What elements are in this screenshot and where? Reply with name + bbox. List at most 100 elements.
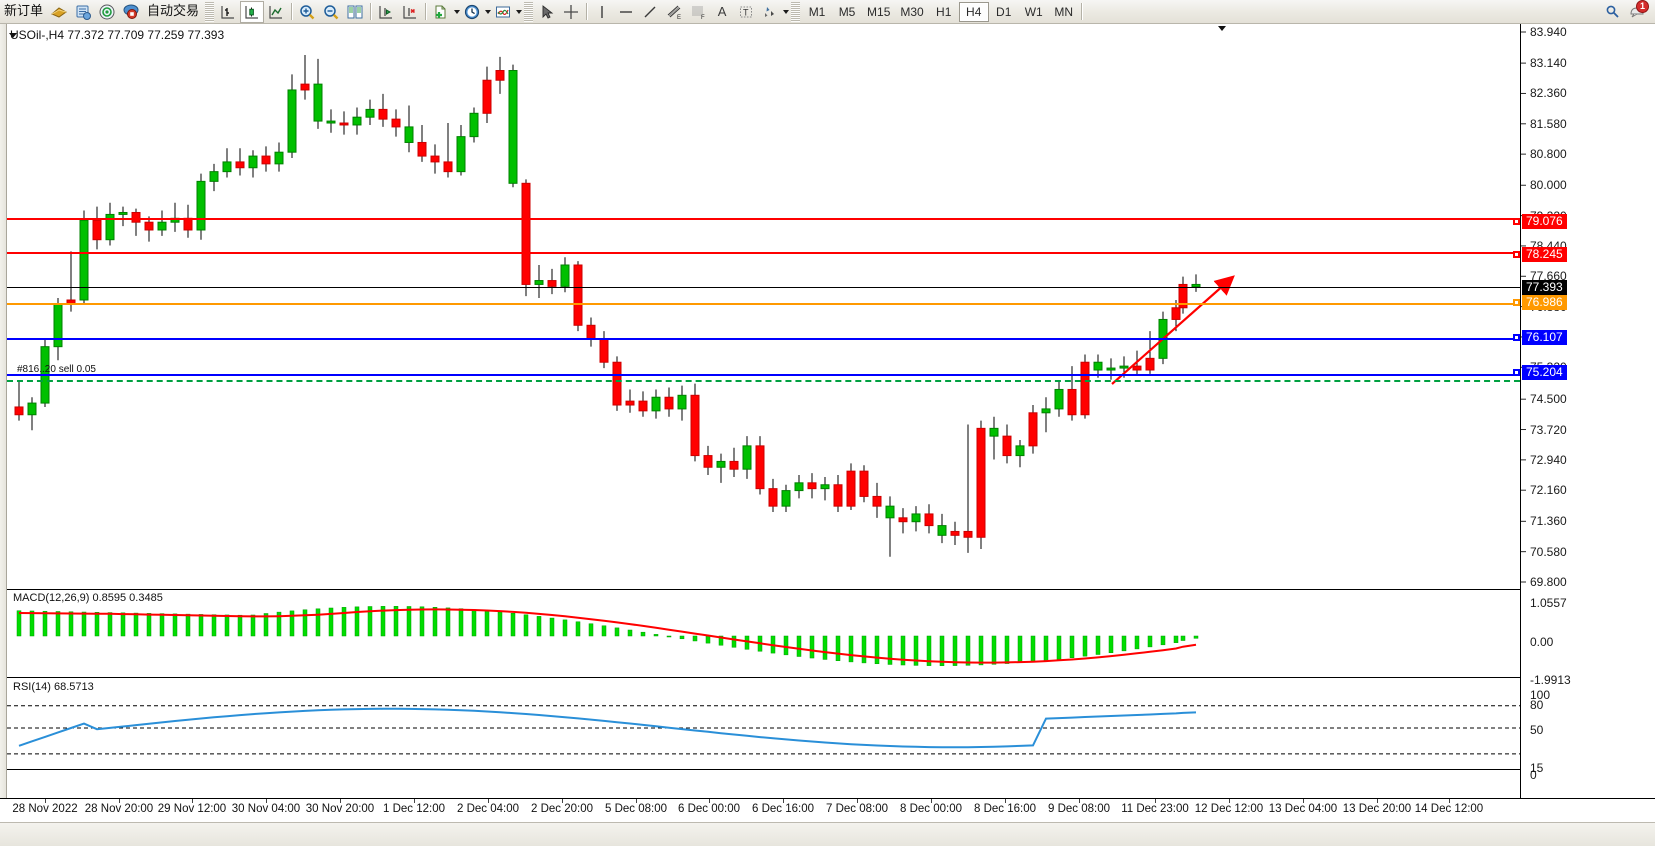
price-line-76986[interactable] — [7, 303, 1520, 305]
objects-icon[interactable] — [758, 1, 782, 23]
rsi-panel[interactable]: RSI(14) 68.5713 — [7, 679, 1520, 770]
timeframe-m1[interactable]: M1 — [808, 4, 826, 19]
price-tick-label: 81.580 — [1530, 116, 1567, 131]
toolbar-separator — [1079, 1, 1086, 23]
time-tick-mark — [1079, 799, 1080, 803]
time-tick-mark — [1155, 799, 1156, 803]
time-tick-label: 14 Dec 12:00 — [1414, 803, 1484, 815]
price-line-76107[interactable] — [7, 338, 1520, 340]
timeframe-h4[interactable]: H4 — [958, 1, 989, 22]
price-line-75204[interactable] — [7, 374, 1520, 376]
objects-dropdown-caret[interactable] — [783, 9, 790, 14]
fibonacci-icon[interactable]: F — [686, 1, 710, 23]
search-icon[interactable] — [1601, 1, 1625, 23]
time-tick-label: 1 Dec 12:00 — [382, 803, 446, 815]
price-tick-label: 69.800 — [1530, 575, 1567, 589]
terminal-icon[interactable] — [119, 1, 143, 23]
status-bar — [0, 822, 1655, 846]
time-tick-mark — [414, 799, 415, 803]
price-marker-76986[interactable]: 76.986 — [1522, 295, 1567, 311]
chart-left-scale-bar — [0, 24, 7, 798]
period-dropdown-caret[interactable] — [485, 9, 492, 14]
time-tick-mark — [1005, 799, 1006, 803]
price-line-anchor[interactable] — [1513, 250, 1520, 258]
timeframe-m5[interactable]: M5 — [838, 4, 856, 19]
alerts-icon[interactable]: 1 — [1625, 0, 1649, 23]
auto-trading-button[interactable]: 自动交易 — [147, 3, 200, 19]
timeframe-h1[interactable]: H1 — [936, 4, 952, 19]
crosshair-icon[interactable] — [559, 1, 583, 23]
timeframe-m30[interactable]: M30 — [900, 4, 924, 19]
vertical-line-icon[interactable] — [590, 1, 614, 23]
price-line-anchor[interactable] — [1513, 333, 1520, 341]
trendline-icon[interactable] — [638, 1, 662, 23]
price-marker-77393[interactable]: 77.393 — [1522, 279, 1567, 295]
time-tick-label: 2 Dec 04:00 — [456, 803, 520, 815]
rsi-tick-label: 15 — [1530, 761, 1544, 775]
price-line-78245[interactable] — [7, 252, 1520, 254]
timeframe-m15[interactable]: M15 — [867, 4, 891, 19]
chart-menu-caret-icon[interactable] — [9, 33, 17, 38]
zoom-in-icon[interactable] — [295, 1, 319, 23]
time-tick-label: 7 Dec 08:00 — [825, 803, 889, 815]
time-tick-label: 2 Dec 20:00 — [530, 803, 594, 815]
price-marker-79076[interactable]: 79.076 — [1522, 214, 1567, 230]
market-watch-icon[interactable] — [47, 1, 71, 23]
toolbar-grip[interactable] — [205, 1, 215, 22]
price-marker-78245[interactable]: 78.245 — [1522, 246, 1567, 262]
price-line-79076[interactable] — [7, 218, 1520, 220]
price-line-anchor[interactable] — [1513, 218, 1520, 226]
price-marker-76107[interactable]: 76.107 — [1522, 329, 1567, 345]
toolbar-separator — [288, 1, 295, 23]
toolbar-grip[interactable] — [524, 1, 534, 22]
toolbar-grip[interactable] — [791, 1, 801, 22]
trend-arrow-annotation[interactable] — [7, 24, 1520, 590]
price-tick-label: 72.940 — [1530, 452, 1567, 467]
indicator-caret-icon[interactable] — [1218, 26, 1226, 31]
new-order-button[interactable]: 新订单 — [4, 3, 44, 19]
price-line-anchor[interactable] — [1513, 299, 1520, 307]
price-line-anchor[interactable] — [1513, 368, 1520, 376]
text-label-icon[interactable]: T — [734, 1, 758, 23]
templates-icon[interactable] — [491, 1, 515, 23]
time-tick-mark — [192, 799, 193, 803]
chart-area[interactable]: USOil-,H4 77.372 77.709 77.259 77.393 #8… — [0, 24, 1655, 846]
horizontal-line-icon[interactable] — [614, 1, 638, 23]
tile-windows-icon[interactable] — [343, 1, 367, 23]
indicators-dropdown-caret[interactable] — [454, 9, 461, 14]
bar-chart-icon[interactable] — [216, 1, 240, 23]
price-tick-label: 72.160 — [1530, 483, 1567, 498]
data-window-icon[interactable] — [71, 1, 95, 23]
cursor-icon[interactable] — [535, 1, 559, 23]
indicators-icon[interactable] — [429, 1, 453, 23]
timeframe-w1[interactable]: W1 — [1024, 4, 1043, 19]
timeframe-mn[interactable]: MN — [1054, 4, 1074, 19]
auto-scroll-icon[interactable] — [398, 1, 422, 23]
time-tick-label: 11 Dec 23:00 — [1121, 803, 1189, 815]
chart-title: USOil-,H4 77.372 77.709 77.259 77.393 — [10, 28, 225, 42]
price-marker-75204[interactable]: 75.204 — [1522, 364, 1567, 380]
time-tick-label: 12 Dec 12:00 — [1194, 803, 1264, 815]
time-tick-label: 6 Dec 00:00 — [677, 803, 741, 815]
price-axis[interactable]: 83.94083.14082.36081.58080.80080.00079.2… — [1520, 24, 1655, 798]
time-tick-mark — [45, 799, 46, 803]
candlestick-chart-icon[interactable] — [240, 0, 265, 23]
rsi-tick-label: 50 — [1530, 723, 1544, 737]
period-icon[interactable] — [460, 1, 484, 23]
equidistant-channel-icon[interactable]: E — [662, 1, 686, 23]
macd-panel[interactable]: MACD(12,26,9) 0.8595 0.3485 — [7, 590, 1520, 678]
time-tick-mark — [1449, 799, 1450, 803]
chart-shift-icon[interactable] — [374, 1, 398, 23]
order-line-sell[interactable] — [7, 380, 1520, 382]
time-tick-mark — [709, 799, 710, 803]
time-axis[interactable]: 28 Nov 2022 28 Nov 20:00 29 Nov 12:00 30 No… — [0, 798, 1655, 822]
line-chart-icon[interactable] — [264, 1, 288, 23]
time-tick-label: 30 Nov 20:00 — [305, 803, 375, 815]
zoom-out-icon[interactable] — [319, 1, 343, 23]
text-icon[interactable]: A — [717, 4, 727, 19]
macd-series — [16, 606, 1199, 666]
price-panel[interactable]: #816..20 sell 0.05 — [7, 24, 1520, 590]
templates-dropdown-caret[interactable] — [516, 9, 523, 14]
navigator-icon[interactable] — [95, 1, 119, 23]
timeframe-d1[interactable]: D1 — [996, 4, 1012, 19]
